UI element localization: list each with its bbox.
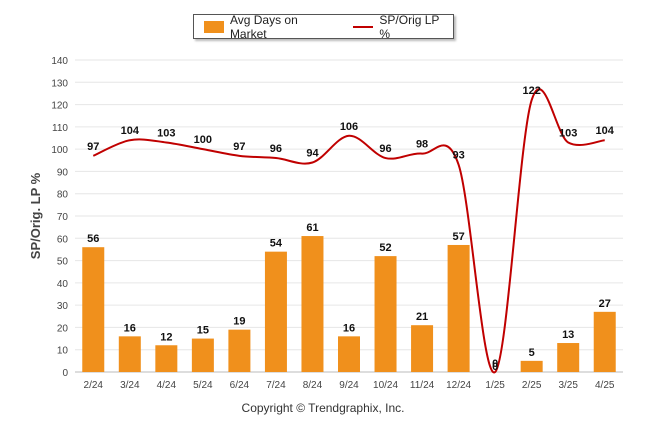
y-tick-label: 80 <box>57 190 69 201</box>
line-data-label: 97 <box>233 141 245 153</box>
bar <box>118 336 141 372</box>
bar-data-label: 21 <box>416 311 428 323</box>
bar <box>557 343 580 372</box>
y-tick-label: 70 <box>57 212 69 223</box>
bar-data-label: 52 <box>379 242 391 254</box>
legend-line-swatch <box>353 25 374 28</box>
y-tick-label: 90 <box>57 167 69 178</box>
bar-data-label: 61 <box>306 222 318 234</box>
line-data-label: 96 <box>379 143 391 155</box>
y-tick-label: 140 <box>51 56 68 67</box>
bar-data-label: 16 <box>124 322 136 334</box>
bar-data-label: 12 <box>160 331 172 343</box>
bar-data-label: 5 <box>529 347 535 359</box>
bar <box>301 236 324 372</box>
x-tick-label: 4/25 <box>595 380 615 391</box>
line-data-label: 96 <box>270 143 282 155</box>
y-tick-label: 60 <box>57 234 69 245</box>
x-tick-label: 4/24 <box>157 380 177 391</box>
bar <box>520 360 543 372</box>
bar <box>82 247 105 372</box>
x-tick-label: 2/24 <box>84 380 104 391</box>
bar <box>155 345 178 372</box>
y-tick-label: 100 <box>51 145 68 156</box>
x-tick-label: 7/24 <box>266 380 286 391</box>
bar <box>447 244 470 372</box>
line-data-label: 93 <box>452 150 464 162</box>
y-tick-label: 10 <box>57 346 69 357</box>
line-data-label: 104 <box>121 125 140 137</box>
bar <box>191 338 214 372</box>
bar-data-label: 27 <box>599 298 611 310</box>
bar <box>338 336 360 372</box>
bar-data-label: 15 <box>197 325 209 337</box>
bar-data-label: 16 <box>343 322 355 334</box>
line-data-label: 122 <box>522 85 540 97</box>
x-tick-label: 12/24 <box>446 380 471 391</box>
bar-data-label: 13 <box>562 329 574 341</box>
bar-data-label: 19 <box>233 316 245 328</box>
y-tick-label: 120 <box>51 101 68 112</box>
copyright-text: Copyright © Trendgraphix, Inc. <box>241 401 405 415</box>
bar-data-label: 57 <box>452 231 464 243</box>
y-tick-label: 20 <box>57 323 69 334</box>
line-data-label: 94 <box>306 148 319 160</box>
line-series-path <box>92 88 605 374</box>
x-tick-label: 9/24 <box>339 380 359 391</box>
line-data-label: 103 <box>157 127 175 139</box>
y-axis-label: SP/Orig. LP % <box>28 172 43 259</box>
line-data-label: 104 <box>596 125 615 137</box>
y-tick-label: 50 <box>57 257 69 268</box>
y-tick-label: 40 <box>57 279 69 290</box>
line-data-label: 100 <box>194 134 212 146</box>
y-tick-label: 30 <box>57 301 69 312</box>
x-tick-label: 6/24 <box>230 380 250 391</box>
legend-line-label: SP/Orig LP % <box>379 12 440 41</box>
x-tick-label: 10/24 <box>373 380 398 391</box>
x-tick-label: 1/25 <box>485 380 505 391</box>
line-data-label: 106 <box>340 121 358 133</box>
bar <box>374 256 397 372</box>
x-tick-label: 3/24 <box>120 380 140 391</box>
y-tick-label: 110 <box>52 123 68 134</box>
x-tick-label: 11/24 <box>410 380 435 391</box>
x-tick-label: 3/25 <box>558 380 578 391</box>
legend-bar-swatch <box>204 20 224 33</box>
legend-bar-label: Avg Days on Market <box>229 12 298 41</box>
bar <box>264 251 287 372</box>
bar <box>411 325 434 372</box>
line-data-label: 103 <box>559 127 577 139</box>
legend: Avg Days on Market SP/Orig LP % <box>193 12 454 41</box>
bar-data-label: 54 <box>270 238 283 250</box>
x-tick-label: 2/25 <box>522 380 542 391</box>
bar <box>593 311 616 372</box>
bar-data-label: 0 <box>492 358 498 370</box>
x-tick-label: 5/24 <box>193 380 213 391</box>
y-tick-label: 0 <box>62 368 68 379</box>
x-tick-label: 8/24 <box>303 380 323 391</box>
line-data-label: 97 <box>87 141 99 153</box>
bar-data-label: 56 <box>87 233 99 245</box>
bar <box>228 329 251 372</box>
line-data-label: 98 <box>416 139 428 151</box>
line-data-label: 0 <box>492 361 498 373</box>
y-tick-label: 130 <box>51 78 68 89</box>
